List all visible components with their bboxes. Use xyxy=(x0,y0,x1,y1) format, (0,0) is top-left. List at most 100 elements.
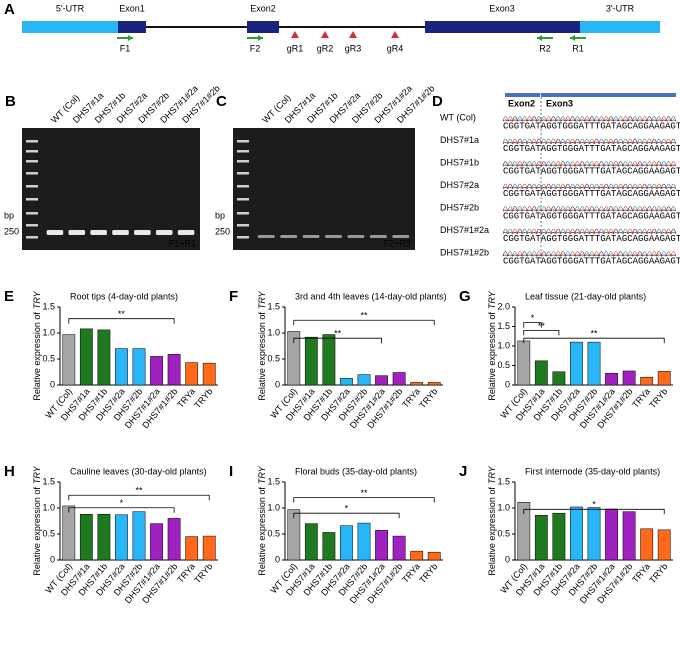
y-tick-label: 0 xyxy=(505,554,510,564)
gene-region xyxy=(425,21,580,33)
dna-band xyxy=(392,235,410,238)
y-axis-label: Relative expression of TRY xyxy=(487,290,497,400)
primer-label: R1 xyxy=(572,43,584,53)
bar xyxy=(322,532,336,561)
bar xyxy=(62,505,76,561)
dna-band xyxy=(134,230,151,235)
bar xyxy=(185,536,199,561)
x-tick-label: TRYb xyxy=(192,561,214,585)
bar xyxy=(79,328,93,386)
significance-bracket xyxy=(523,337,665,344)
guide-marker xyxy=(291,31,299,38)
y-tick-label: 0.5 xyxy=(267,528,280,538)
significance-label: ** xyxy=(538,321,546,331)
region-label: 5'-UTR xyxy=(56,3,85,13)
bar xyxy=(587,507,601,561)
bar xyxy=(304,523,318,561)
y-tick-label: 1.5 xyxy=(497,321,510,331)
bar xyxy=(150,356,163,386)
sequence: CGGTGATAGGTGGGATTTGATAGCAGGAAGAGTTCC xyxy=(503,121,680,131)
y-axis-label: Relative expression of TRY xyxy=(257,290,267,400)
sample-label: DHS7#1b xyxy=(440,157,479,167)
chart-title: Root tips (4-day-old plants) xyxy=(70,291,178,301)
bar xyxy=(115,514,128,561)
panel-label: H xyxy=(4,463,15,480)
dna-band xyxy=(112,230,129,235)
y-axis-label-italic: TRY xyxy=(487,465,497,484)
bar xyxy=(657,371,671,386)
significance-bracket xyxy=(293,319,435,326)
sequence: CGGTGATAGGTGGGATTTGATAGCAGGAAGAGTTCC xyxy=(503,189,680,199)
significance-bracket xyxy=(293,497,435,503)
region-label: Exon3 xyxy=(489,3,515,13)
bar xyxy=(622,370,636,386)
bar xyxy=(517,340,531,386)
bar xyxy=(587,341,601,386)
exon-header: Exon3 xyxy=(546,98,573,108)
bar xyxy=(322,334,336,386)
sequence: CGGTGATAGGTGGGATTTGATAGCAGGAAGAGTTCC xyxy=(503,234,680,244)
x-tick-label: TRYb xyxy=(647,386,669,410)
y-tick-label: 0.5 xyxy=(267,353,280,363)
sequence: CGGTGATAGGTGGGATTTGATAGCAGGAAGAGTTCC xyxy=(503,211,680,221)
region-label: 3'-UTR xyxy=(606,3,635,13)
bar xyxy=(167,354,181,386)
y-tick-label: 2.0 xyxy=(497,301,510,311)
bar xyxy=(657,529,671,561)
y-axis-label-italic: TRY xyxy=(487,290,497,309)
ladder-band xyxy=(237,140,249,143)
sequence: CGGTGATAGGTGGGATTTGATAGCAGGAAGAGTTCC xyxy=(503,166,680,176)
size-unit: bp xyxy=(215,210,225,220)
significance-label: ** xyxy=(135,486,143,496)
bar xyxy=(640,376,654,386)
ladder-band xyxy=(237,236,249,239)
gene-region xyxy=(580,21,660,33)
significance-label: ** xyxy=(590,329,598,339)
sample-label: DHS7#2a xyxy=(440,180,479,190)
dna-band xyxy=(302,235,320,238)
sample-label: DHS7#1a xyxy=(440,135,479,145)
significance-bracket xyxy=(68,494,210,501)
bar xyxy=(287,509,301,561)
ladder-band xyxy=(237,212,249,215)
panel-label: D xyxy=(432,93,443,110)
bar xyxy=(132,511,146,561)
panel-label: G xyxy=(459,288,471,305)
bar xyxy=(392,535,406,561)
primer-head xyxy=(570,35,575,41)
ladder-band xyxy=(237,198,249,201)
x-tick-label: TRYb xyxy=(417,386,439,410)
y-tick-label: 1.5 xyxy=(42,301,55,311)
x-tick-label: TRYb xyxy=(192,386,214,410)
size-unit: bp xyxy=(4,210,14,220)
bar xyxy=(115,348,128,386)
y-tick-label: 1.0 xyxy=(42,327,55,337)
bar xyxy=(357,374,371,386)
bar xyxy=(622,511,636,561)
bar xyxy=(605,508,618,561)
y-tick-label: 1.0 xyxy=(497,340,510,350)
primer-pair: F1+R1 xyxy=(169,238,196,248)
bar xyxy=(150,523,163,561)
size-label: 250 xyxy=(4,226,19,236)
dna-band xyxy=(280,235,298,238)
bar xyxy=(517,502,531,561)
significance-label: ** xyxy=(118,309,126,319)
chromatogram xyxy=(502,138,676,145)
size-label: 250 xyxy=(215,226,230,236)
bar xyxy=(304,336,318,386)
bar xyxy=(340,377,353,386)
chart-title: Cauline leaves (30-day-old plants) xyxy=(70,466,207,476)
bar xyxy=(552,371,566,386)
bar xyxy=(534,515,548,561)
guide-marker xyxy=(391,31,399,38)
y-tick-label: 1.5 xyxy=(267,476,280,486)
sequence: CGGTGATAGGTGGGATTTGATAGCAGGAAGAGTTCC xyxy=(503,256,680,266)
chromatogram xyxy=(502,161,677,167)
sample-label: DHS7#1#2b xyxy=(440,247,489,257)
ladder-band xyxy=(237,172,249,175)
panel-label: E xyxy=(4,288,14,305)
guide-marker xyxy=(321,31,329,38)
primer-label: F1 xyxy=(120,43,131,53)
